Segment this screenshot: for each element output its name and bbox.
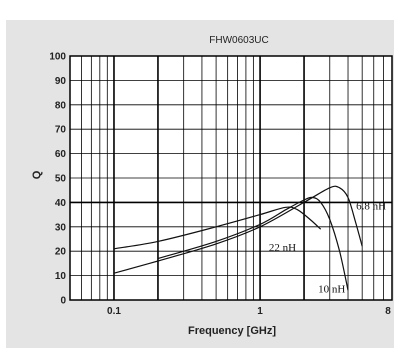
y-tick-label: 60 xyxy=(55,149,67,160)
y-tick-label: 100 xyxy=(49,52,66,63)
series-label-1: 10 nH xyxy=(318,284,345,296)
x-tick-label: 1 xyxy=(257,306,263,317)
y-axis-label: Q xyxy=(31,170,43,179)
series-line-1 xyxy=(157,196,349,291)
y-tick-label: 10 xyxy=(55,271,67,282)
series-label-2: 22 nH xyxy=(269,242,296,254)
chart-title: FHW0603UC xyxy=(209,35,268,46)
y-tick-label: 20 xyxy=(55,247,67,258)
series-labels: 6.8 nH 10 nH 22 nH xyxy=(269,201,386,296)
plot-frame xyxy=(69,55,393,301)
y-tick-label: 0 xyxy=(60,296,66,307)
x-tick-label: 8 xyxy=(385,306,391,317)
y-tick-label: 70 xyxy=(55,125,67,136)
series-label-0: 6.8 nH xyxy=(356,201,386,213)
x-tick-label: 0.1 xyxy=(107,306,121,317)
series-line-2 xyxy=(113,206,322,250)
series-lines xyxy=(113,185,363,291)
x-axis-label: Frequency [GHz] xyxy=(188,325,276,337)
y-tick-label: 50 xyxy=(55,174,67,185)
grid xyxy=(69,55,393,301)
y-tick-label: 30 xyxy=(55,222,67,233)
y-tick-label: 90 xyxy=(55,76,67,87)
chart: FHW0603UC 0 10 20 30 40 50 60 70 80 90 100 0.1 1 8 6.… xyxy=(31,35,393,337)
series-line-0 xyxy=(113,185,363,274)
y-tick-label: 80 xyxy=(55,100,67,111)
tick-labels: 0 10 20 30 40 50 60 70 80 90 100 0.1 1 8 xyxy=(49,52,391,318)
chart-panel: FHW0603UC 0 10 20 30 40 50 60 70 80 90 100 0.1 1 8 6.… xyxy=(6,20,394,348)
y-tick-label: 40 xyxy=(55,198,67,209)
